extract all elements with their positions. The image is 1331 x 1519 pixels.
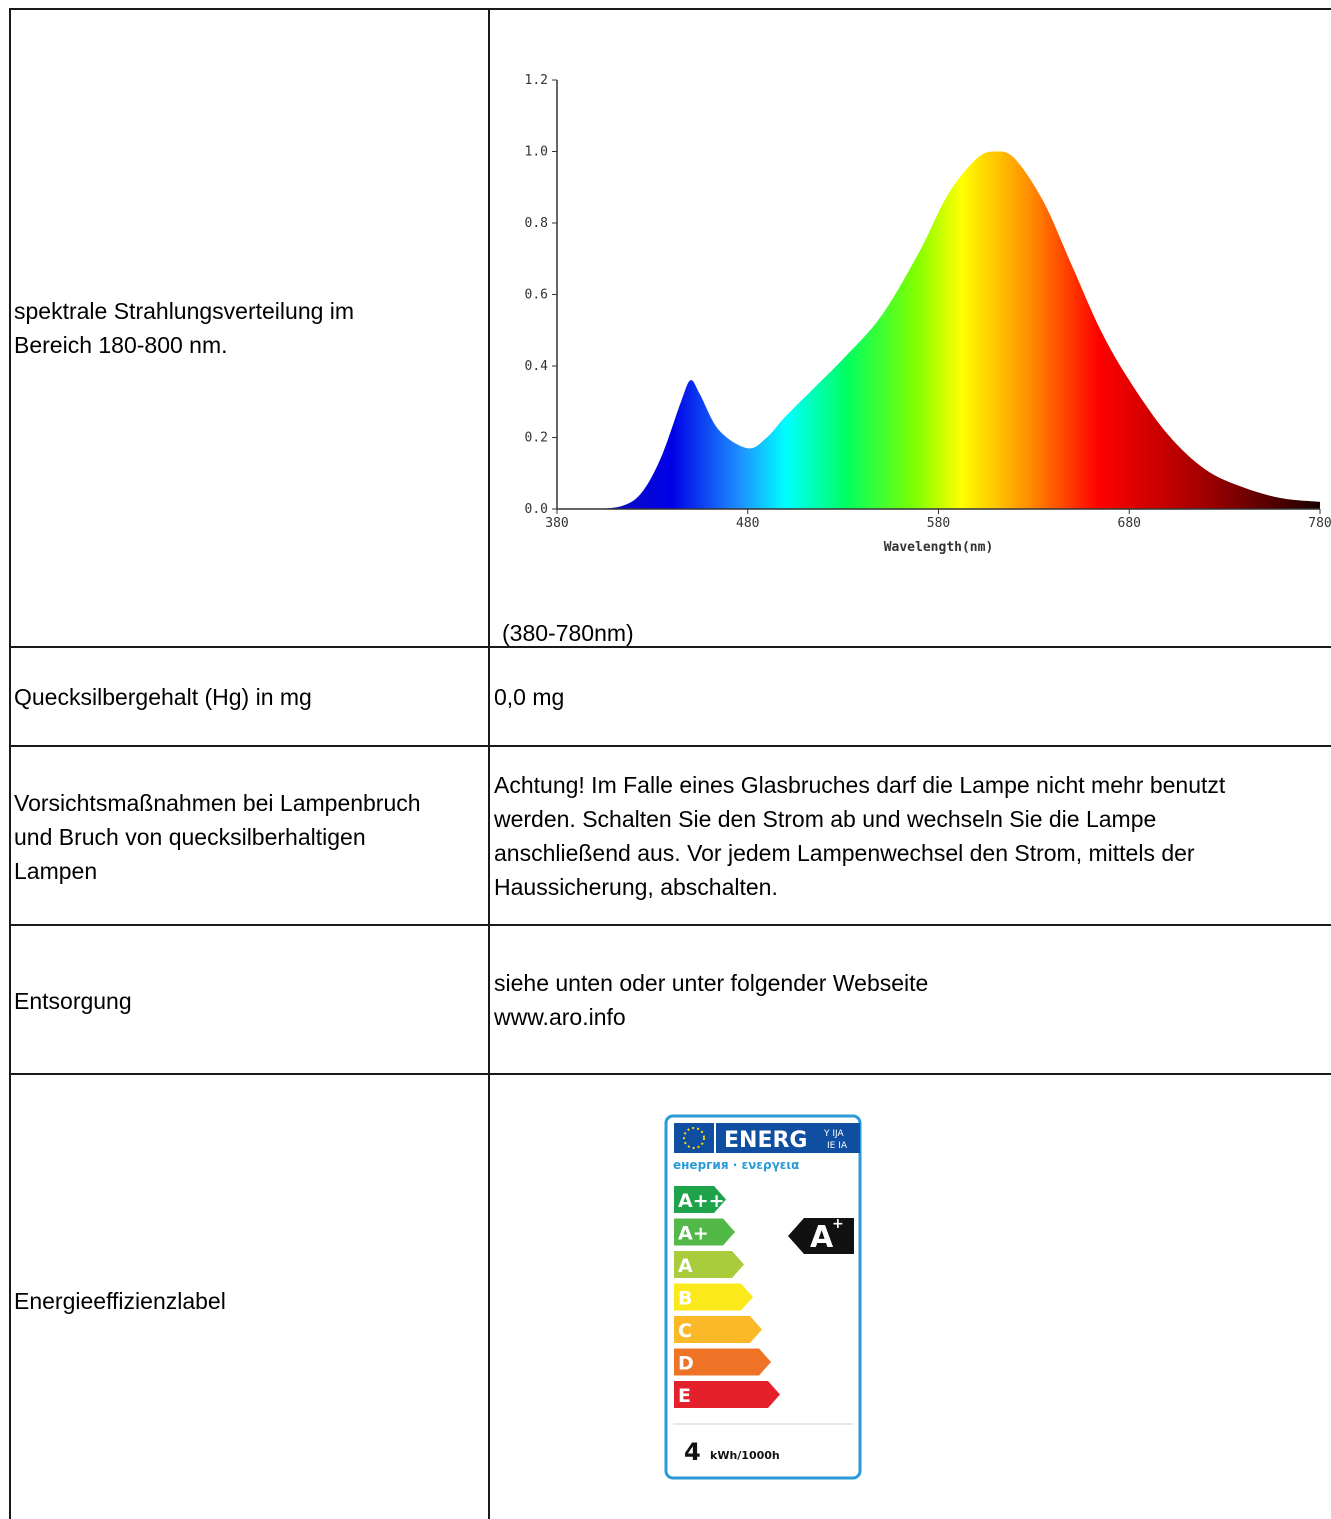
row-divider-3 bbox=[9, 924, 1331, 926]
mercury-value: 0,0 mg bbox=[494, 684, 565, 710]
breakage-precautions-label: Vorsichtsmaßnahmen bei Lampenbruch und B… bbox=[14, 790, 421, 884]
energy-class-bar bbox=[674, 1186, 726, 1213]
row-divider-4 bbox=[9, 1073, 1331, 1075]
energy-header-text: ENERG bbox=[724, 1128, 807, 1153]
energy-class-label: B bbox=[678, 1288, 692, 1310]
breakage-precautions-text: Achtung! Im Falle eines Glasbruches darf… bbox=[494, 772, 1226, 900]
energy-class-bar bbox=[674, 1218, 735, 1246]
rating-text: A bbox=[810, 1220, 834, 1255]
y-tick-label: 1.0 bbox=[525, 145, 548, 160]
energy-class-label: A++ bbox=[678, 1190, 725, 1212]
eu-stars-ring bbox=[683, 1127, 705, 1149]
energy-class-label: E bbox=[678, 1385, 691, 1407]
energy-class-bar bbox=[674, 1316, 762, 1343]
table-column-divider bbox=[488, 8, 490, 1519]
rating-plus: + bbox=[832, 1216, 844, 1232]
energy-class-label: D bbox=[678, 1353, 694, 1375]
x-tick-label: 780 bbox=[1308, 516, 1331, 531]
x-axis-title: Wavelength(nm) bbox=[884, 540, 994, 555]
spectrum-area bbox=[557, 151, 1320, 509]
energy-class-bar bbox=[674, 1381, 780, 1408]
spectrum-label: spektrale Strahlungsverteilung im Bereic… bbox=[14, 298, 355, 358]
energy-header-band bbox=[716, 1123, 860, 1153]
disposal-label: Entsorgung bbox=[14, 988, 132, 1014]
energy-efficiency-label: ENERG Y IJA IE IA енергия · ενεργεια A++… bbox=[664, 1114, 862, 1480]
spectral-distribution-chart: 0.0 0.2 0.4 0.6 0.8 1.0 1.2 380 480 580 680 780 Wave… bbox=[525, 73, 1331, 555]
spectrum-range-note: (380-780nm) bbox=[502, 620, 634, 646]
energy-header-suffix-1: Y IJA bbox=[823, 1129, 845, 1139]
energy-header-suffix-2: IE IA bbox=[827, 1141, 848, 1151]
energy-class-label: A bbox=[678, 1255, 693, 1277]
x-tick-label: 580 bbox=[927, 516, 950, 531]
y-tick-label: 0.6 bbox=[525, 288, 548, 303]
consumption-unit: kWh/1000h bbox=[710, 1449, 780, 1462]
y-tick-label: 0.4 bbox=[525, 359, 549, 374]
row-divider-1 bbox=[9, 646, 1331, 648]
energy-class-label: A+ bbox=[678, 1223, 709, 1245]
x-tick-label: 680 bbox=[1118, 516, 1141, 531]
consumption-value: 4 bbox=[684, 1438, 701, 1466]
x-tick-label: 380 bbox=[545, 516, 568, 531]
energy-class-bar bbox=[674, 1251, 744, 1278]
y-tick-label: 0.0 bbox=[525, 502, 548, 517]
y-tick-label: 0.2 bbox=[525, 431, 548, 446]
disposal-text: siehe unten oder unter folgender Webseit… bbox=[494, 970, 929, 1030]
y-tick-label: 1.2 bbox=[525, 73, 548, 88]
table-border-left bbox=[9, 8, 11, 1519]
energy-class-label: C bbox=[678, 1320, 692, 1342]
energy-class-bar bbox=[674, 1283, 753, 1311]
energy-class-bar bbox=[674, 1348, 771, 1376]
rating-arrow bbox=[788, 1218, 854, 1254]
row-divider-2 bbox=[9, 745, 1331, 747]
y-tick-label: 0.8 bbox=[525, 216, 548, 231]
x-tick-label: 480 bbox=[736, 516, 759, 531]
energy-label-caption: Energieeffizienzlabel bbox=[14, 1288, 226, 1314]
mercury-label: Quecksilbergehalt (Hg) in mg bbox=[14, 684, 312, 710]
table-border-top bbox=[9, 8, 1331, 10]
energy-subtitle: енергия · ενεργεια bbox=[673, 1158, 799, 1172]
